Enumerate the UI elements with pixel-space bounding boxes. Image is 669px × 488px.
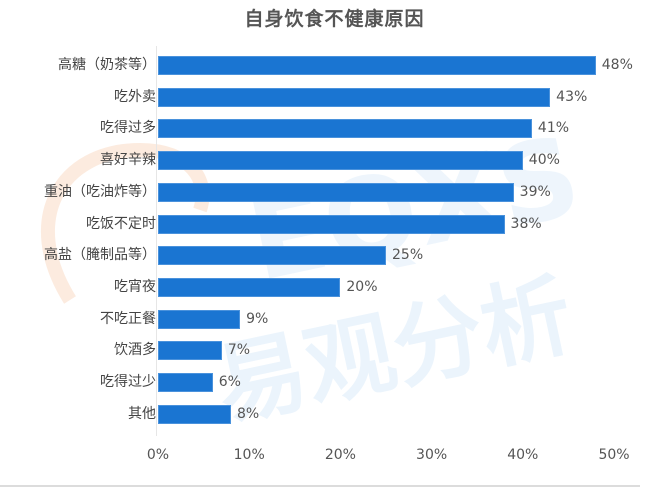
category-label: 吃外卖 [114,89,156,105]
bar [158,341,222,360]
y-axis-line [156,46,157,436]
value-label: 38% [510,216,542,232]
value-label: 7% [227,342,251,358]
bar [158,246,386,265]
bar [158,405,231,424]
category-label: 喜好辛辣 [100,152,156,168]
category-label: 吃得过多 [100,120,156,136]
category-label: 不吃正餐 [100,311,156,327]
x-tick-label: 20% [324,447,356,463]
category-label: 高糖（奶茶等） [58,57,156,73]
bar [158,278,341,297]
value-label: 6% [218,374,241,390]
value-label: 20% [346,279,378,295]
value-label: 25% [392,247,424,263]
bar [158,215,505,234]
value-label: 41% [537,120,570,136]
bottom-divider [0,485,640,487]
value-label: 48% [601,57,633,73]
x-tick-label: 40% [507,447,539,463]
x-tick-label: 30% [416,447,448,463]
bar [158,310,241,329]
category-label: 吃得过少 [100,374,156,390]
bar [158,88,551,107]
value-label: 43% [556,89,588,105]
svg-text:EQXS: EQXS [238,112,590,306]
bar [158,56,596,75]
value-label: 9% [246,311,269,327]
chart-title: 自身饮食不健康原因 [244,8,425,30]
bar [158,119,532,138]
category-label: 吃饭不定时 [86,216,156,232]
bar [158,183,514,202]
bar [158,373,213,392]
category-label: 其他 [128,406,156,422]
value-label: 39% [519,184,551,200]
x-tick-label: 10% [233,447,265,463]
x-tick-label: 50% [598,447,630,463]
category-label: 饮酒多 [114,342,156,358]
category-label: 高盐（腌制品等） [44,247,156,263]
x-tick-label: 0% [146,447,170,463]
category-label: 吃宵夜 [114,279,156,295]
category-label: 重油（吃油炸等） [44,184,156,200]
value-label: 8% [236,406,260,422]
bar [158,151,523,170]
value-label: 40% [528,152,560,168]
